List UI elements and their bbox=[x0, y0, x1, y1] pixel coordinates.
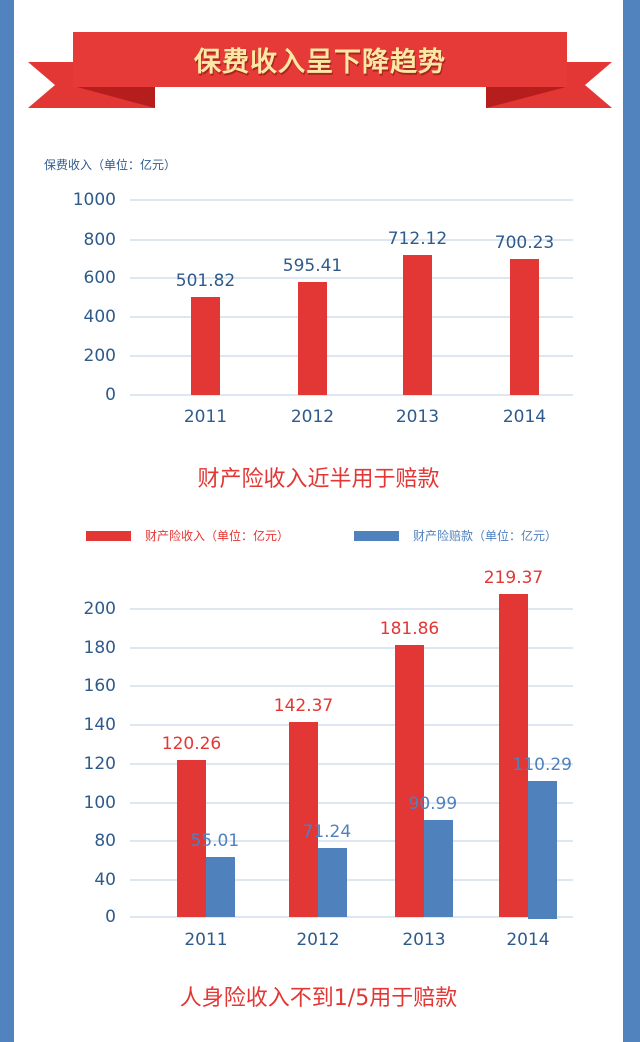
gridline bbox=[130, 802, 573, 804]
gridline bbox=[130, 685, 573, 687]
bar-income-2014 bbox=[499, 594, 528, 917]
right-border bbox=[623, 0, 640, 1042]
y-tick-label: 0 bbox=[105, 907, 116, 927]
bar-claims-2014 bbox=[528, 781, 557, 919]
data-label: 501.82 bbox=[175, 271, 236, 291]
data-label-income: 181.86 bbox=[379, 619, 440, 639]
gridline bbox=[130, 647, 573, 649]
legend-swatch-claims bbox=[354, 531, 399, 541]
bar-2014 bbox=[510, 259, 539, 395]
bar-2013 bbox=[403, 255, 432, 395]
data-label: 712.12 bbox=[387, 229, 448, 249]
x-tick-label: 2014 bbox=[506, 930, 550, 950]
gridline bbox=[130, 199, 573, 201]
gridline bbox=[130, 239, 573, 241]
data-label-income: 219.37 bbox=[483, 568, 544, 588]
x-tick-label: 2013 bbox=[402, 930, 446, 950]
bar-2012 bbox=[298, 282, 327, 395]
x-tick-label: 2012 bbox=[296, 930, 340, 950]
y-tick-label: 200 bbox=[83, 346, 116, 366]
x-tick-label: 2011 bbox=[183, 407, 228, 427]
data-label: 595.41 bbox=[282, 256, 343, 276]
gridline bbox=[130, 763, 573, 765]
title-ribbon: 保费收入呈下降趋势 bbox=[0, 0, 640, 120]
bar-claims-2012 bbox=[318, 848, 347, 917]
y-tick-label: 180 bbox=[83, 638, 116, 658]
x-tick-label: 2011 bbox=[184, 930, 228, 950]
bar-2011 bbox=[191, 297, 220, 395]
legend-label-income: 财产险收入（单位：亿元） bbox=[145, 529, 290, 543]
x-tick-label: 2014 bbox=[502, 407, 547, 427]
bar-income-2011 bbox=[177, 760, 206, 917]
y-tick-label: 800 bbox=[83, 230, 116, 250]
gridline bbox=[130, 277, 573, 279]
gridline bbox=[130, 394, 573, 396]
data-label-income: 120.26 bbox=[161, 734, 222, 754]
data-label-claims: 110.29 bbox=[512, 755, 572, 775]
bar-income-2013 bbox=[395, 645, 424, 917]
bar-claims-2013 bbox=[424, 820, 453, 917]
y-tick-label: 600 bbox=[83, 268, 116, 288]
gridline bbox=[130, 316, 573, 318]
y-tick-label: 40 bbox=[94, 870, 116, 890]
data-label-claims: 55.01 bbox=[190, 831, 240, 851]
data-label-claims: 71.24 bbox=[302, 822, 352, 842]
data-label: 700.23 bbox=[494, 233, 555, 253]
y-axis-title: 保费收入（单位：亿元） bbox=[44, 158, 177, 172]
bar-income-2012 bbox=[289, 722, 318, 917]
legend-label-claims: 财产险赔款（单位：亿元） bbox=[413, 529, 558, 543]
y-tick-label: 80 bbox=[94, 831, 116, 851]
y-tick-label: 1000 bbox=[72, 190, 116, 210]
x-tick-label: 2012 bbox=[290, 407, 335, 427]
gridline bbox=[130, 355, 573, 357]
gridline bbox=[130, 916, 573, 918]
section-title-life: 人身险收入不到1/5用于赔款 bbox=[179, 986, 458, 1011]
section-title-property: 财产险收入近半用于赔款 bbox=[197, 467, 440, 492]
legend-swatch-income bbox=[86, 531, 131, 541]
gridline bbox=[130, 724, 573, 726]
y-tick-label: 100 bbox=[83, 793, 116, 813]
bar-claims-2011 bbox=[206, 857, 235, 917]
gridline bbox=[130, 608, 573, 610]
y-tick-label: 200 bbox=[83, 599, 116, 619]
gridline bbox=[130, 879, 573, 881]
data-label-claims: 90.99 bbox=[408, 794, 458, 814]
y-tick-label: 140 bbox=[83, 715, 116, 735]
ribbon-shape bbox=[28, 32, 612, 108]
y-tick-label: 120 bbox=[83, 754, 116, 774]
gridline bbox=[130, 840, 573, 842]
left-border bbox=[0, 0, 14, 1042]
x-tick-label: 2013 bbox=[395, 407, 440, 427]
data-label-income: 142.37 bbox=[273, 696, 334, 716]
banner-title: 保费收入呈下降趋势 bbox=[194, 47, 446, 78]
y-tick-label: 160 bbox=[83, 676, 116, 696]
y-tick-label: 400 bbox=[83, 307, 116, 327]
y-tick-label: 0 bbox=[105, 385, 116, 405]
